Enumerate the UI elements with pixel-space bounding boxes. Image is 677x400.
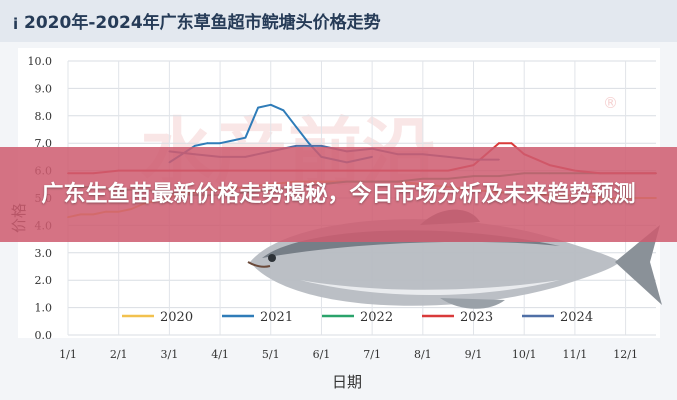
data-point-2021 — [193, 145, 196, 147]
x-tick-label: 1/1 — [59, 348, 77, 361]
y-tick-label: 8.0 — [35, 110, 53, 123]
legend-label: 2021 — [260, 310, 293, 325]
headline-banner: 广东生鱼苗最新价格走势揭秘，今日市场分析及未来趋势预测 — [0, 147, 677, 242]
x-tick-label: 6/1 — [313, 348, 331, 361]
data-point-2021 — [295, 125, 297, 128]
x-tick-label: 2/1 — [110, 348, 128, 361]
legend-label: 2020 — [160, 310, 193, 325]
legend-label: 2023 — [460, 310, 493, 325]
x-axis-title: 日期 — [332, 373, 362, 391]
x-tick-label: 11/1 — [563, 348, 588, 361]
data-point-2023 — [510, 142, 513, 145]
data-point-2021 — [219, 142, 222, 145]
x-tick-label: 5/1 — [262, 348, 280, 361]
data-point-2021 — [206, 142, 209, 145]
data-point-2021 — [231, 139, 234, 142]
y-tick-label: 10.0 — [28, 55, 53, 68]
info-icon: ⅰ — [13, 15, 18, 33]
x-tick-label: 12/1 — [613, 348, 638, 361]
x-tick-label: 8/1 — [414, 348, 432, 361]
y-tick-label: 2.0 — [35, 274, 53, 287]
x-tick-label: 9/1 — [465, 348, 483, 361]
data-point-2021 — [244, 136, 247, 139]
data-point-2024 — [295, 145, 297, 147]
registered-mark: ® — [603, 94, 618, 112]
x-tick-label: 10/1 — [512, 348, 537, 361]
x-tick-label: 3/1 — [161, 348, 179, 361]
data-point-2023 — [498, 142, 500, 145]
chart-title: 2020年-2024年广东草鱼超市鲩塘头价格走势 — [24, 12, 381, 33]
data-point-2024 — [320, 145, 323, 147]
y-tick-label: 1.0 — [35, 302, 53, 315]
data-point-2021 — [257, 106, 259, 109]
x-tick-label: 4/1 — [211, 348, 229, 361]
data-point-2021 — [307, 142, 310, 145]
x-tick-label: 7/1 — [363, 348, 381, 361]
y-tick-label: 3.0 — [35, 247, 53, 260]
x-axis-ticks: 1/1 2/1 3/1 4/1 5/1 6/1 7/1 8/1 9/1 10/1 11/1 12/1 — [59, 348, 638, 361]
legend-label: 2024 — [560, 310, 593, 325]
y-tick-label: 9.0 — [35, 82, 53, 95]
y-tick-label: 7.0 — [35, 137, 53, 150]
legend-label: 2022 — [360, 310, 393, 325]
data-point-2021 — [269, 103, 272, 106]
legend: 2020 2021 2022 2023 2024 — [122, 310, 593, 325]
data-point-2021 — [282, 109, 285, 112]
y-tick-label: 0.0 — [35, 329, 53, 342]
headline-text: 广东生鱼苗最新价格走势揭秘，今日市场分析及未来趋势预测 — [41, 182, 636, 207]
title-bar — [0, 0, 677, 42]
